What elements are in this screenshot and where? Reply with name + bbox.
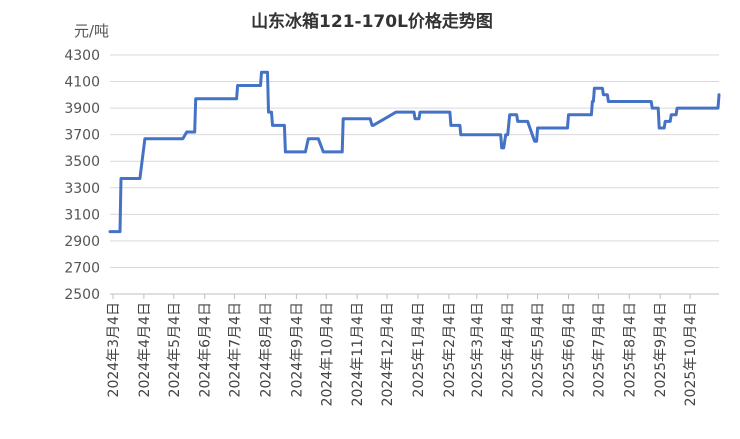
x-tick-label: 2024年11月4日 bbox=[350, 302, 366, 406]
y-tick-labels: 2500 2700 2900 3100 3300 3500 3700 3900 4100 4300 bbox=[64, 48, 100, 303]
x-tick-label: 2024年8月4日 bbox=[258, 302, 274, 397]
series-layer bbox=[108, 70, 721, 234]
x-tick-label: 2025年8月4日 bbox=[622, 302, 638, 397]
x-tick-label: 2024年12月4日 bbox=[380, 302, 396, 406]
y-tick-label: 2900 bbox=[64, 234, 100, 250]
x-tick-label: 2024年7月4日 bbox=[228, 302, 244, 397]
x-tick-label: 2024年10月4日 bbox=[319, 302, 335, 406]
y-tick-label: 3900 bbox=[64, 101, 100, 117]
y-tick-label: 4100 bbox=[64, 75, 100, 91]
x-tick-labels: 2024年3月4日 2024年4月4日 2024年5月4日 2024年6月4日 2024… bbox=[106, 302, 699, 406]
chart-title: 山东冰箱121-170L价格走势图 bbox=[251, 11, 493, 32]
x-tick-label: 2024年4月4日 bbox=[137, 302, 153, 397]
y-tick-label: 4300 bbox=[64, 48, 100, 64]
x-tick-label: 2025年4月4日 bbox=[501, 302, 517, 397]
x-axis bbox=[110, 293, 719, 299]
x-tick-label: 2025年10月4日 bbox=[683, 302, 699, 406]
x-tick-label: 2025年5月4日 bbox=[531, 302, 547, 397]
y-tick-label: 3300 bbox=[64, 181, 100, 197]
x-tick-label: 2025年2月4日 bbox=[442, 302, 458, 397]
x-tick-label: 2024年3月4日 bbox=[106, 302, 122, 397]
y-tick-label: 3500 bbox=[64, 154, 100, 170]
x-tick-label: 2024年5月4日 bbox=[167, 302, 183, 397]
x-tick-label: 2025年3月4日 bbox=[470, 302, 486, 397]
y-tick-label: 3700 bbox=[64, 128, 100, 144]
y-tick-label: 2500 bbox=[64, 287, 100, 303]
x-tick-label: 2025年9月4日 bbox=[653, 302, 669, 397]
x-tick-label: 2025年7月4日 bbox=[591, 302, 607, 397]
x-tick-label: 2025年1月4日 bbox=[411, 302, 427, 397]
series-line bbox=[108, 70, 721, 234]
x-tick-label: 2025年6月4日 bbox=[561, 302, 577, 397]
y-axis-unit-label: 元/吨 bbox=[74, 22, 109, 40]
y-tick-label: 3100 bbox=[64, 207, 100, 223]
x-tick-label: 2024年6月4日 bbox=[198, 302, 214, 397]
y-tick-label: 2700 bbox=[64, 260, 100, 276]
y-gridlines bbox=[110, 54, 719, 268]
x-tick-label: 2024年9月4日 bbox=[289, 302, 305, 397]
